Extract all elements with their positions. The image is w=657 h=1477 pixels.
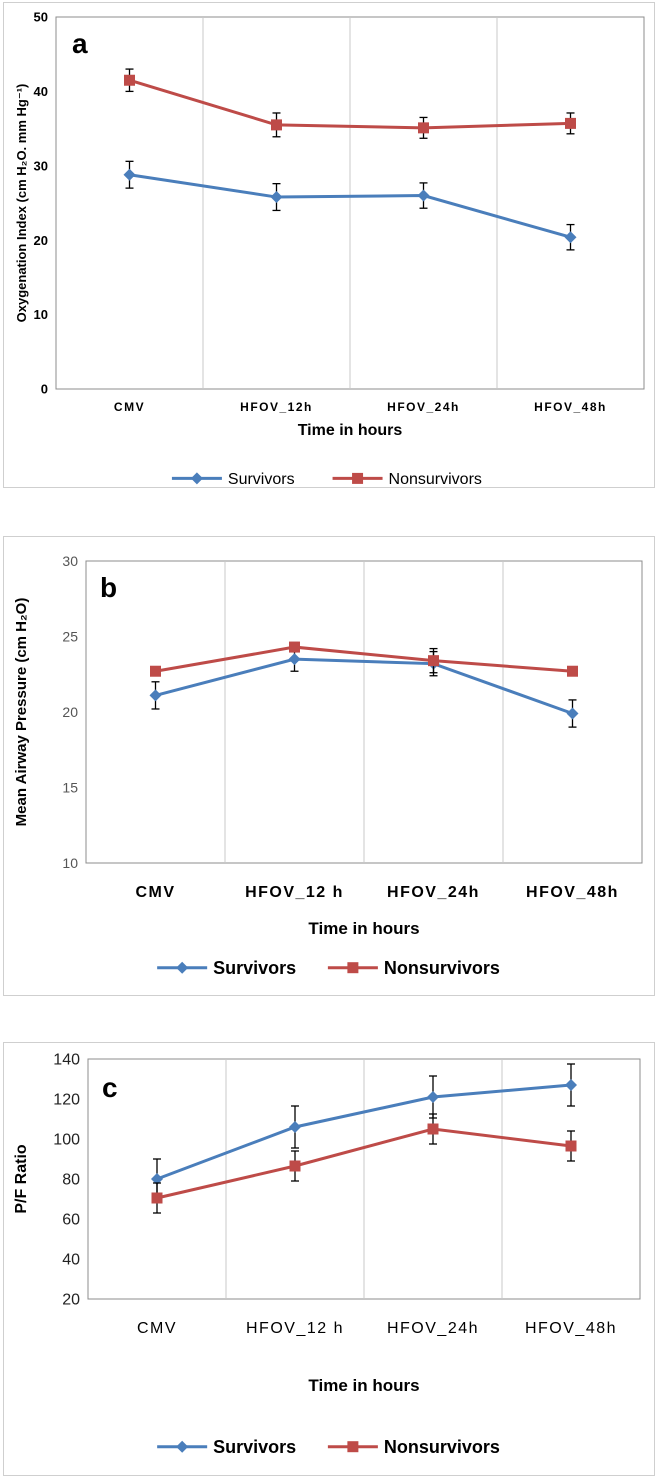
nonsurvivors-marker <box>150 665 161 677</box>
y-tick-label: 140 <box>53 1052 80 1069</box>
y-tick-label: 25 <box>62 628 78 644</box>
survivors-line <box>156 1083 572 1181</box>
x-axis-label: Time in hours <box>308 919 419 938</box>
chart-panel-c: 20 40 60 80 100 120 140 P/F Ratio CMV HFOV_12 h HF… <box>3 1042 655 1476</box>
survivors-marker <box>427 1091 439 1103</box>
x-tick-label: HFOV_48h <box>534 400 607 414</box>
legend-swatch-marker <box>190 472 203 485</box>
panel-letter: c <box>102 1072 118 1103</box>
nonsurvivors-series <box>124 68 576 139</box>
nonsurvivors-marker <box>289 641 300 653</box>
x-tick-label: CMV <box>114 400 145 414</box>
y-tick-label: 30 <box>62 553 78 569</box>
x-tick-label: CMV <box>135 884 175 901</box>
x-axis-label: Time in hours <box>308 1376 419 1395</box>
nonsurvivors-marker <box>124 74 135 86</box>
nonsurvivors-marker <box>427 1123 439 1135</box>
survivors-marker <box>149 689 162 702</box>
legend-label: Nonsurvivors <box>389 471 482 487</box>
y-tick-label: 40 <box>62 1252 80 1269</box>
nonsurvivors-marker <box>289 1160 301 1172</box>
x-tick-label: HFOV_48h <box>525 1320 617 1337</box>
nonsurvivors-marker <box>565 117 576 129</box>
x-axis-label: Time in hours <box>298 422 403 439</box>
nonsurvivors-marker <box>567 665 578 677</box>
y-axis-label: Oxygenation Index (cm H₂O. mm Hg⁻¹) <box>14 84 29 323</box>
survivors-marker <box>151 1173 163 1185</box>
y-tick-label: 10 <box>62 855 78 871</box>
legend: Survivors Nonsurvivors <box>171 471 482 487</box>
x-tick-label: HFOV_12 h <box>246 1320 344 1337</box>
legend-swatch-marker <box>176 961 189 974</box>
nonsurvivors-marker <box>271 119 282 131</box>
x-tick-label: HFOV_12h <box>240 400 313 414</box>
survivors-marker <box>564 231 577 244</box>
x-tick-label: CMV <box>137 1320 177 1337</box>
survivors-marker <box>566 707 579 720</box>
x-tick-label: HFOV_24h <box>387 400 460 414</box>
nonsurvivors-marker <box>418 122 429 134</box>
legend-swatch-marker <box>352 472 364 484</box>
nonsurvivors-series <box>151 1113 577 1214</box>
survivors-marker <box>289 1121 301 1133</box>
y-tick-label: 10 <box>34 307 48 322</box>
nonsurvivors-marker <box>565 1140 577 1152</box>
chart-panel-a: 0 10 20 30 40 50 Oxygenation Index (cm H₂O. mm… <box>3 2 655 488</box>
survivors-series <box>123 160 577 251</box>
panel-letter: b <box>100 572 117 603</box>
legend: Survivors Nonsurvivors <box>157 958 500 978</box>
legend: Survivors Nonsurvivors <box>157 1437 500 1457</box>
survivors-marker <box>417 189 430 202</box>
y-tick-label: 120 <box>53 1092 80 1109</box>
x-tick-label: HFOV_48h <box>526 884 619 901</box>
nonsurvivors-marker <box>428 655 439 667</box>
y-tick-label: 30 <box>34 158 48 173</box>
nonsurvivors-line <box>156 1127 572 1200</box>
panel-letter: a <box>72 28 88 59</box>
y-tick-label: 80 <box>62 1172 80 1189</box>
y-tick-label: 50 <box>34 10 48 25</box>
survivors-line <box>129 173 571 239</box>
y-tick-label: 15 <box>62 779 78 795</box>
nonsurvivors-series <box>150 641 578 677</box>
nonsurvivors-marker <box>151 1192 163 1204</box>
y-tick-label: 20 <box>62 704 78 720</box>
legend-label: Survivors <box>213 958 296 978</box>
y-axis-label: P/F Ratio <box>13 1144 30 1214</box>
x-tick-label: HFOV_12 h <box>245 884 344 901</box>
y-tick-label: 0 <box>41 382 48 397</box>
legend-label: Survivors <box>228 471 295 487</box>
x-tick-label: HFOV_24h <box>387 1320 479 1337</box>
survivors-line <box>155 657 574 715</box>
y-axis-label: Mean Airway Pressure (cm H₂O) <box>13 598 30 827</box>
nonsurvivors-line <box>155 645 573 673</box>
x-tick-label: HFOV_24h <box>387 884 480 901</box>
y-tick-label: 20 <box>34 233 48 248</box>
y-tick-label: 60 <box>62 1212 80 1229</box>
legend-label: Nonsurvivors <box>384 958 500 978</box>
survivors-marker <box>288 653 301 666</box>
chart-a: 0 10 20 30 40 50 Oxygenation Index (cm H₂O. mm… <box>14 10 645 487</box>
y-tick-label: 40 <box>34 84 48 99</box>
chart-panel-b: 10 15 20 25 30 Mean Airway Pressure (cm H₂O) C… <box>3 536 655 996</box>
survivors-marker <box>123 168 136 181</box>
legend-swatch-marker <box>347 962 359 974</box>
nonsurvivors-line <box>129 78 571 130</box>
legend-swatch-marker <box>176 1440 189 1453</box>
legend-swatch-marker <box>347 1441 359 1453</box>
legend-label: Nonsurvivors <box>384 1437 500 1457</box>
survivors-marker <box>565 1079 577 1091</box>
chart-c: 20 40 60 80 100 120 140 P/F Ratio CMV HFOV_12 h HF… <box>13 1052 641 1457</box>
chart-b: 10 15 20 25 30 Mean Airway Pressure (cm H₂O) C… <box>13 553 643 978</box>
survivors-marker <box>270 191 283 204</box>
legend-label: Survivors <box>213 1437 296 1457</box>
y-tick-label: 100 <box>53 1132 80 1149</box>
y-tick-label: 20 <box>62 1292 80 1309</box>
